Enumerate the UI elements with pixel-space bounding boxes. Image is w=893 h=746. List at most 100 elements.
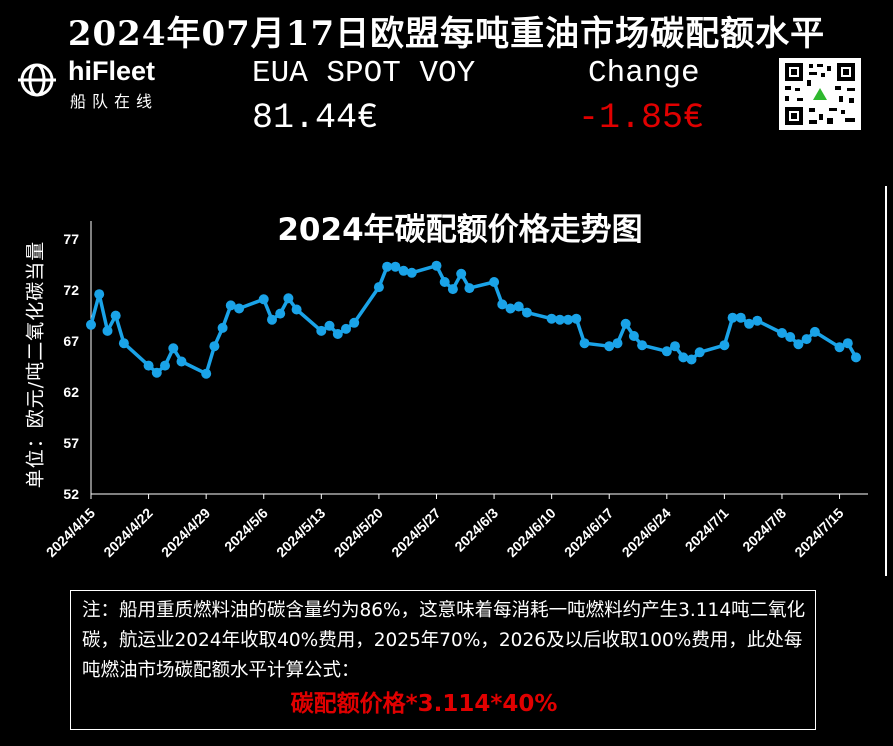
data-point xyxy=(118,338,129,349)
data-point xyxy=(842,338,853,349)
qr-code-icon xyxy=(779,58,861,130)
data-point xyxy=(661,346,672,357)
x-tick-label: 2024/5/27 xyxy=(388,505,444,561)
page-title: 2024年07月17日欧盟每吨重油市场碳配额水平 xyxy=(67,14,826,54)
data-point xyxy=(809,326,820,337)
data-point xyxy=(283,293,294,304)
y-tick-label: 62 xyxy=(63,384,79,400)
data-point xyxy=(694,347,705,358)
y-tick-label: 52 xyxy=(63,486,79,502)
data-point xyxy=(752,315,763,326)
logo-subtitle: 船队在线 xyxy=(70,92,159,111)
data-point xyxy=(505,303,516,314)
data-point xyxy=(234,303,245,314)
data-point xyxy=(275,308,286,319)
y-tick-label: 77 xyxy=(63,231,79,247)
data-point xyxy=(727,312,738,323)
change-label: Change xyxy=(588,56,700,91)
x-tick-label: 2024/7/1 xyxy=(682,505,732,555)
note-formula: 碳配额价格*3.114*40% xyxy=(290,691,558,717)
note-box xyxy=(70,590,816,730)
data-point xyxy=(628,331,639,341)
x-tick-label: 2024/5/20 xyxy=(331,505,387,561)
data-point xyxy=(316,325,327,336)
data-point xyxy=(151,367,162,378)
globe-icon xyxy=(18,63,56,97)
data-point xyxy=(225,300,236,311)
data-point xyxy=(513,301,524,312)
data-point xyxy=(612,338,623,349)
data-point xyxy=(464,283,475,294)
data-point xyxy=(785,332,796,342)
data-point xyxy=(349,317,360,328)
data-point xyxy=(637,340,648,351)
data-point xyxy=(373,282,384,293)
data-point xyxy=(497,299,508,310)
data-point xyxy=(390,261,401,272)
x-tick-label: 2024/7/15 xyxy=(791,505,847,561)
data-point xyxy=(201,368,212,379)
data-point xyxy=(793,339,804,350)
x-tick-label: 2024/4/29 xyxy=(158,505,214,561)
x-tick-label: 2024/5/6 xyxy=(221,505,271,555)
data-point xyxy=(620,318,631,329)
data-point xyxy=(267,314,277,325)
data-point xyxy=(382,261,393,272)
data-point xyxy=(579,338,590,349)
data-point xyxy=(160,360,170,371)
data-point xyxy=(801,334,812,345)
data-point xyxy=(456,268,467,279)
data-point xyxy=(431,260,442,271)
x-tick-label: 2024/6/3 xyxy=(451,505,501,555)
x-tick-label: 2024/6/17 xyxy=(561,505,617,561)
price-value: 81.44€ xyxy=(252,98,379,138)
data-point xyxy=(439,277,450,287)
data-point xyxy=(341,323,351,334)
data-point xyxy=(406,267,417,278)
data-point xyxy=(176,356,187,367)
series-eua-price xyxy=(86,260,861,379)
y-tick-label: 57 xyxy=(63,435,79,451)
change-value: -1.85€ xyxy=(578,98,705,138)
data-point xyxy=(834,342,845,353)
data-point xyxy=(332,329,343,339)
data-point xyxy=(554,314,565,325)
x-tick-label: 2024/6/10 xyxy=(503,505,559,561)
y-tick-label: 72 xyxy=(63,282,79,298)
price-line-chart: 52 57 62 67 72 77 2024/4/15 2024/4/22 2024/4/29… xyxy=(43,221,868,561)
data-point xyxy=(86,319,96,330)
data-point xyxy=(604,341,615,352)
data-point xyxy=(291,304,302,315)
data-point xyxy=(398,265,409,276)
data-point xyxy=(670,341,680,352)
data-point xyxy=(735,312,746,323)
data-point xyxy=(324,320,335,331)
data-point xyxy=(777,328,787,338)
data-point xyxy=(563,314,574,325)
data-point xyxy=(209,341,220,352)
data-point xyxy=(678,352,689,363)
data-point xyxy=(522,307,532,318)
chart-title: 2024年碳配额价格走势图 xyxy=(277,212,643,248)
x-tick-label: 2024/7/8 xyxy=(739,505,789,555)
logo-name: hiFleet xyxy=(68,56,156,86)
data-point xyxy=(94,289,105,300)
data-point xyxy=(258,294,269,305)
data-point xyxy=(143,360,154,371)
data-point xyxy=(851,352,861,363)
x-tick-label: 2024/6/24 xyxy=(619,505,675,561)
x-tick-label: 2024/4/15 xyxy=(43,505,99,561)
x-tick-label: 2024/5/13 xyxy=(273,505,329,561)
x-axis: 2024/4/15 2024/4/22 2024/4/29 2024/5/6 2024/… xyxy=(43,493,868,561)
note-text: 注：船用重质燃料油的碳含量约为86%，这意味着每消耗一吨燃料约产生3.114吨二… xyxy=(82,600,806,681)
data-point xyxy=(489,277,500,287)
data-point xyxy=(571,313,582,324)
data-point xyxy=(744,318,755,329)
data-point xyxy=(719,340,730,351)
y-axis: 52 57 62 67 72 77 xyxy=(63,221,92,502)
data-point xyxy=(102,325,113,336)
data-point xyxy=(447,284,458,295)
x-tick-label: 2024/4/22 xyxy=(100,505,156,561)
data-point xyxy=(168,343,179,354)
data-point xyxy=(686,354,697,365)
